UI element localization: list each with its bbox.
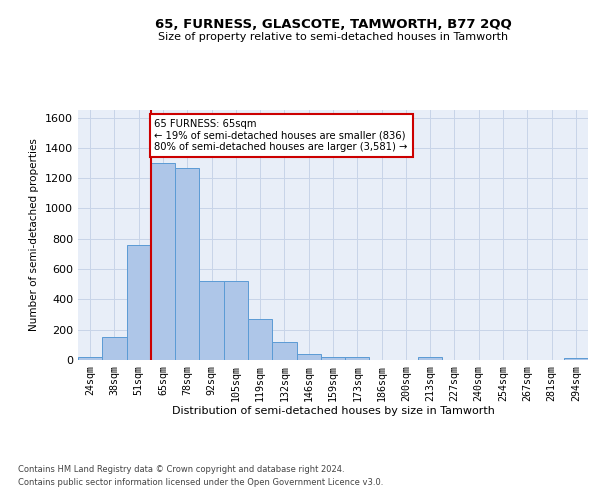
Text: Contains HM Land Registry data © Crown copyright and database right 2024.: Contains HM Land Registry data © Crown c…	[18, 466, 344, 474]
Y-axis label: Number of semi-detached properties: Number of semi-detached properties	[29, 138, 40, 332]
Bar	[102, 338, 127, 360]
Bar	[564, 358, 588, 360]
Bar	[248, 319, 272, 360]
Bar	[127, 245, 151, 360]
Text: 65, FURNESS, GLASCOTE, TAMWORTH, B77 2QQ: 65, FURNESS, GLASCOTE, TAMWORTH, B77 2QQ	[155, 18, 511, 30]
Bar	[78, 357, 102, 360]
Text: Size of property relative to semi-detached houses in Tamworth: Size of property relative to semi-detach…	[158, 32, 508, 42]
X-axis label: Distribution of semi-detached houses by size in Tamworth: Distribution of semi-detached houses by …	[172, 406, 494, 416]
Bar	[175, 168, 199, 360]
Bar	[151, 163, 175, 360]
Bar	[199, 281, 224, 360]
Bar	[418, 357, 442, 360]
Text: 65 FURNESS: 65sqm
← 19% of semi-detached houses are smaller (836)
80% of semi-de: 65 FURNESS: 65sqm ← 19% of semi-detached…	[155, 119, 408, 152]
Bar	[224, 281, 248, 360]
Bar	[345, 357, 370, 360]
Bar	[321, 357, 345, 360]
Text: Contains public sector information licensed under the Open Government Licence v3: Contains public sector information licen…	[18, 478, 383, 487]
Bar	[272, 342, 296, 360]
Bar	[296, 354, 321, 360]
